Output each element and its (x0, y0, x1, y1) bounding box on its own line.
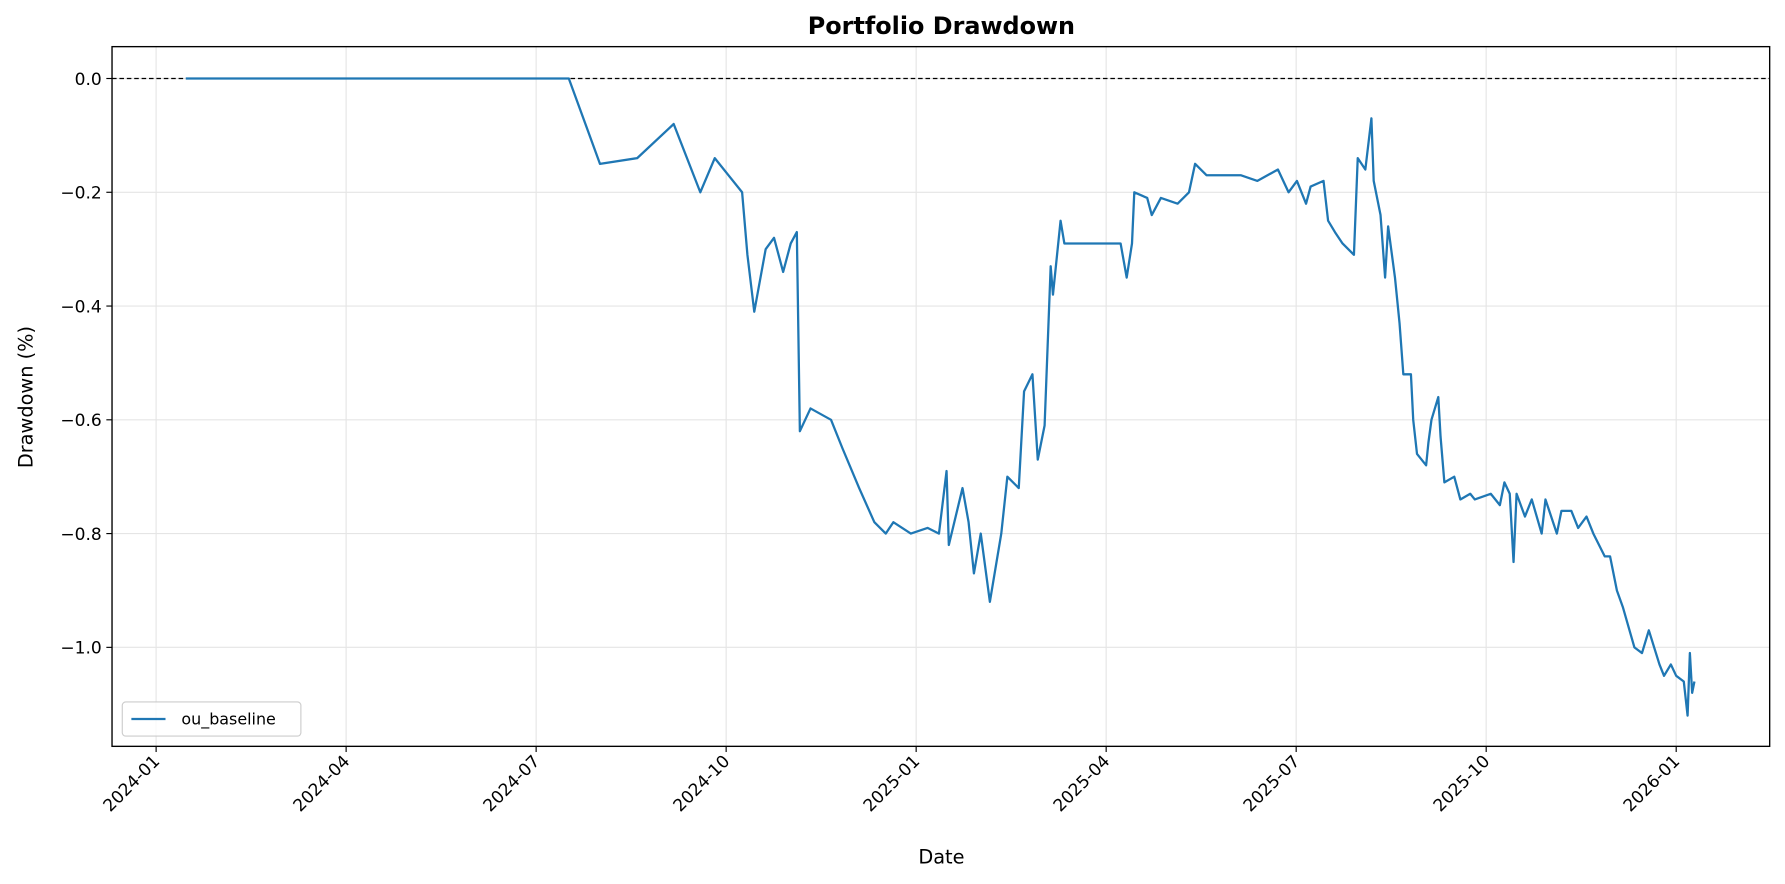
y-tick-label: 0.0 (75, 70, 102, 90)
x-tick-label: 2026-01 (1620, 752, 1685, 817)
y-tick-label: −1.0 (60, 639, 101, 659)
y-tick-label: −0.6 (60, 411, 101, 431)
plot-frame (111, 45, 1771, 748)
x-tick-label: 2024-07 (480, 752, 545, 817)
y-tick-label: −0.8 (60, 525, 101, 545)
data-line (185, 77, 1696, 717)
legend-box (121, 701, 302, 737)
x-tick-label: 2024-01 (100, 752, 165, 817)
y-tick-label: −0.4 (60, 297, 101, 317)
chart-title: Portfolio Drawdown (808, 12, 1075, 40)
legend: ou_baseline (121, 701, 302, 737)
x-axis-label: Date (918, 846, 964, 869)
x-tick-label: 2024-04 (290, 752, 355, 817)
x-tick-label: 2025-10 (1430, 752, 1495, 817)
y-tick-label: −0.2 (60, 184, 101, 204)
x-tick-label: 2025-07 (1240, 752, 1305, 817)
legend-label: ou_baseline (181, 710, 275, 730)
x-tick-label: 2024-10 (670, 752, 735, 817)
y-axis-label: Drawdown (%) (14, 326, 37, 468)
x-tick-label: 2025-04 (1050, 752, 1115, 817)
x-tick-label: 2025-01 (860, 752, 925, 817)
